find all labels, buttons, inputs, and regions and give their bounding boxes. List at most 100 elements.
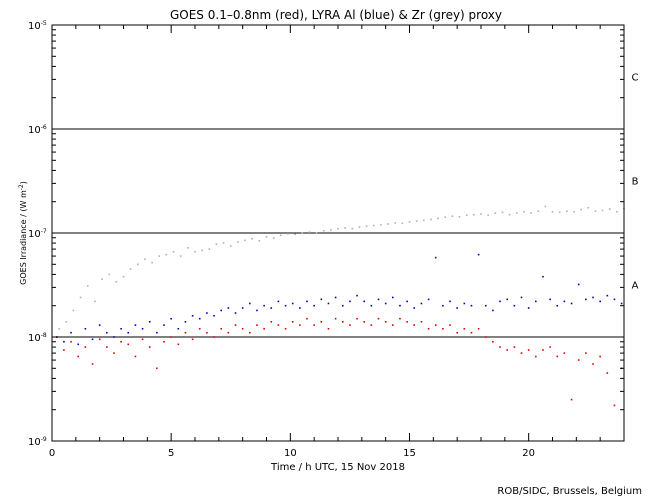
data-point (263, 327, 265, 330)
data-point (606, 294, 609, 297)
data-point (94, 300, 96, 303)
data-point (394, 222, 396, 224)
data-point (470, 331, 473, 334)
data-point (320, 321, 323, 323)
x-tick-label: 0 (49, 448, 55, 459)
data-point (337, 227, 339, 230)
data-point (327, 302, 330, 305)
data-point (620, 302, 623, 305)
data-point (265, 235, 268, 238)
data-point (115, 280, 118, 283)
data-point (330, 229, 332, 231)
data-point (86, 285, 89, 287)
y-axis-label: GOES Irradiance / (W m-2) (18, 181, 28, 285)
data-point (308, 231, 311, 233)
data-point (423, 219, 425, 222)
data-point (549, 346, 551, 348)
data-point (434, 256, 437, 259)
data-point (387, 223, 389, 225)
data-point (70, 340, 72, 343)
data-point (77, 343, 80, 346)
series-1 (55, 253, 623, 346)
data-point (370, 304, 373, 307)
data-point (249, 302, 251, 305)
data-point (356, 317, 358, 320)
data-point (120, 327, 122, 330)
y-tick-label: 10-8 (28, 332, 47, 344)
data-point (580, 208, 582, 211)
data-point (577, 359, 580, 361)
data-point (156, 367, 158, 370)
data-point (187, 247, 189, 249)
data-point (256, 309, 258, 312)
data-point (537, 210, 539, 213)
flare-class-lines (52, 128, 624, 338)
data-point (120, 340, 122, 343)
data-point (566, 210, 568, 213)
data-point (380, 223, 382, 226)
data-point (451, 215, 454, 218)
data-point (294, 233, 296, 236)
data-point (473, 213, 475, 216)
y-axis: 10-5 10-6 10-7 10-8 10-9 (28, 20, 624, 448)
data-point (127, 331, 130, 334)
data-point (284, 327, 287, 330)
data-point (134, 355, 137, 358)
data-point (244, 239, 246, 242)
data-point (563, 300, 566, 303)
flare-class-label: C (632, 72, 639, 83)
data-point (477, 253, 480, 256)
data-point (234, 312, 237, 314)
data-point (427, 327, 430, 330)
data-point (544, 205, 547, 208)
credit-text: ROB/SIDC, Brussels, Belgium (497, 486, 642, 497)
data-point (599, 355, 601, 358)
data-point (106, 331, 108, 334)
data-point (229, 245, 232, 247)
data-point (556, 304, 559, 307)
data-point (320, 298, 323, 301)
data-point (470, 304, 473, 307)
data-point (601, 209, 604, 212)
data-point (494, 212, 497, 215)
data-point (313, 304, 315, 307)
data-point (456, 331, 458, 334)
data-point (349, 324, 351, 326)
data-point (334, 317, 337, 320)
data-point (592, 363, 594, 365)
data-point (184, 331, 187, 334)
data-point (427, 298, 430, 301)
data-point (463, 327, 466, 330)
data-point (527, 349, 530, 351)
y-axis-label-main: GOES Irradiance / (W m (19, 190, 28, 285)
data-point (499, 300, 501, 303)
data-point (63, 349, 65, 351)
data-point (77, 355, 80, 358)
data-point (194, 250, 196, 253)
data-point (256, 324, 258, 326)
data-point (549, 298, 551, 301)
data-point (484, 336, 487, 338)
data-point (613, 404, 616, 407)
data-point (108, 273, 110, 276)
data-point (220, 309, 223, 312)
data-point (358, 226, 361, 228)
data-point (487, 214, 489, 217)
data-point (413, 324, 416, 326)
data-point (616, 210, 618, 213)
data-point (480, 213, 482, 215)
data-point (377, 317, 380, 320)
data-point (65, 321, 68, 323)
data-point (113, 352, 115, 354)
data-point (84, 346, 87, 348)
data-point (141, 338, 144, 341)
data-point (284, 304, 287, 307)
data-point (234, 324, 237, 326)
data-point (201, 249, 203, 252)
data-point (434, 324, 437, 326)
data-point (141, 327, 144, 330)
data-point (349, 300, 351, 303)
data-point (356, 294, 358, 297)
data-point (91, 363, 94, 365)
